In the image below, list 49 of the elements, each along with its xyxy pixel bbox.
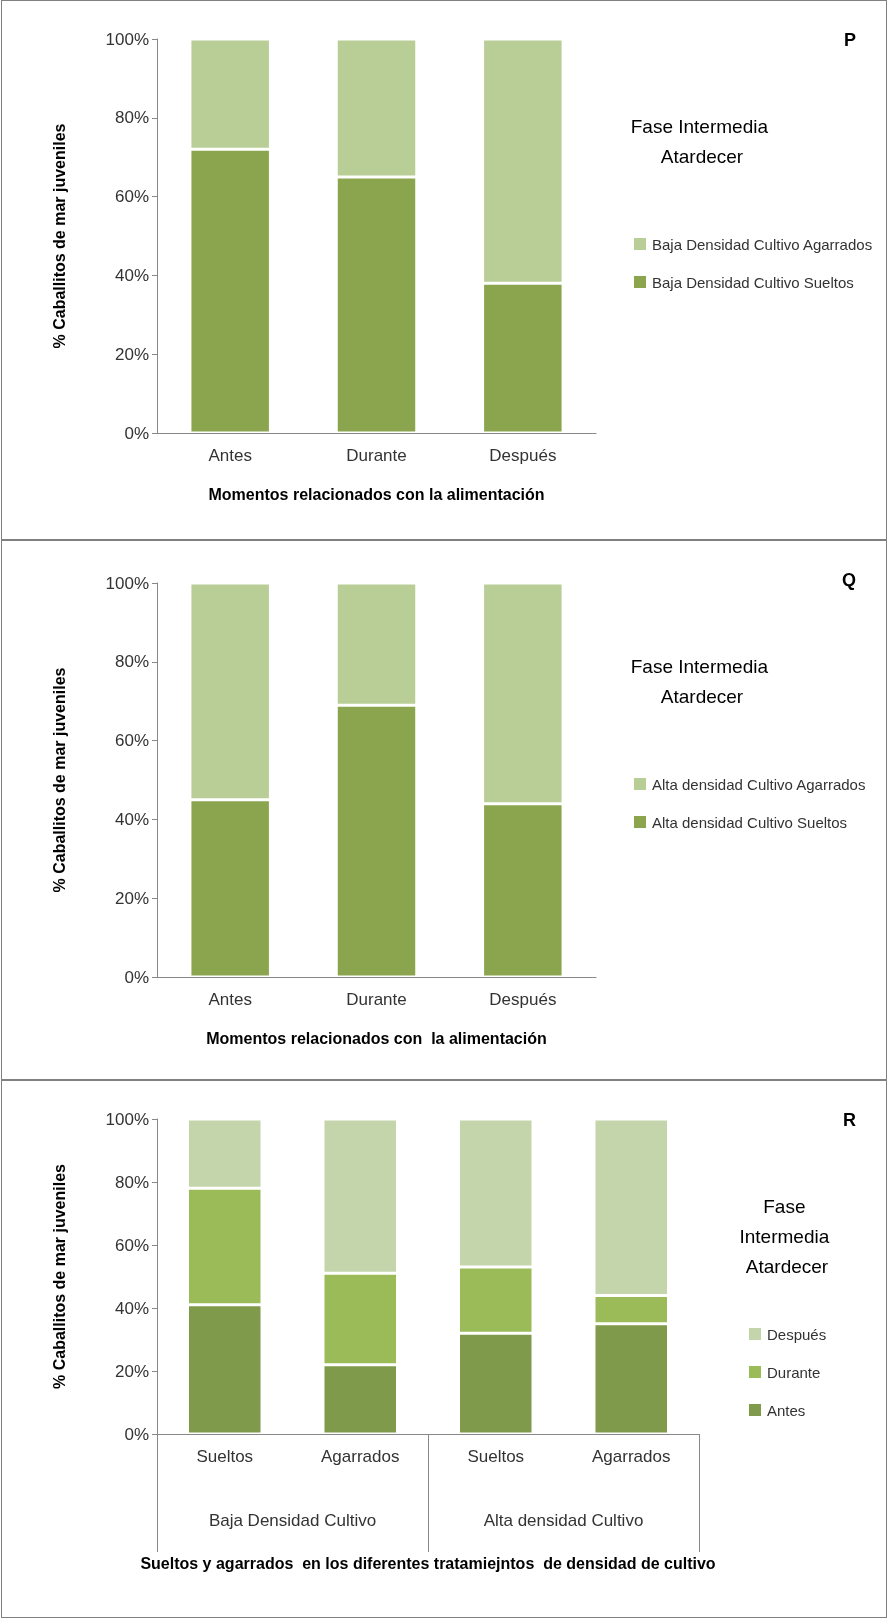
text: Alta densidad Cultivo — [483, 1511, 644, 1530]
legend-label: Después — [767, 1325, 827, 1343]
x-tick-label: Antes — [208, 446, 252, 465]
x-tick-label: Agarrados — [592, 1447, 671, 1466]
y-tick-label: 20% — [114, 344, 149, 364]
y-tick-label: 40% — [114, 1298, 149, 1318]
legend-label: Antes — [767, 1401, 806, 1419]
y-tick-label: 40% — [114, 809, 149, 829]
x-tick-label: Sueltos — [467, 1447, 525, 1466]
y-tick-label: 80% — [114, 108, 149, 128]
y-tick-label: 100% — [105, 573, 149, 593]
legend-label: Alta densidad Cultivo Sueltos — [652, 813, 848, 831]
y-tick-label: 60% — [114, 731, 149, 751]
y-tick-label: 100% — [105, 29, 149, 49]
x-tick-label: Antes — [208, 990, 252, 1009]
y-tick-label: 100% — [105, 1109, 149, 1129]
text: P — [843, 30, 857, 50]
x-tick-label: Sueltos — [196, 1447, 254, 1466]
y-tick-label: 60% — [114, 1235, 149, 1255]
legend-label: Alta densidad Cultivo Agarrados — [652, 775, 866, 793]
legend-title: Fase Intermedia Atardecer — [630, 655, 774, 707]
y-tick-label: 40% — [114, 265, 149, 285]
legend-title: Fase Intermedia Atardecer — [630, 115, 774, 167]
x-tick-label: Durante — [346, 990, 407, 1009]
y-tick-label: 0% — [124, 1424, 149, 1444]
y-tick-label: 20% — [114, 888, 149, 908]
x-axis-title: Momentos relacionados con la alimentación — [206, 1029, 547, 1047]
y-tick-label: 60% — [114, 187, 149, 207]
y-tick-label: 20% — [114, 1361, 149, 1381]
x-tick-label: Después — [489, 446, 557, 465]
y-axis-title: % Caballitos de mar juveniles — [50, 1163, 68, 1389]
y-axis-title: % Caballitos de mar juveniles — [50, 667, 68, 893]
legend-label: Baja Densidad Cultivo Agarrados — [652, 235, 873, 253]
x-axis-title: Sueltos y agarrados en los diferentes tratamiejntos de densidad de cultivo — [140, 1554, 716, 1572]
text: Q — [842, 570, 857, 590]
y-tick-label: 80% — [114, 652, 149, 672]
legend-label: Baja Densidad Cultivo Sueltos — [652, 273, 854, 291]
legend-label: Durante — [767, 1363, 821, 1381]
text: R — [843, 1110, 856, 1130]
y-tick-label: 0% — [124, 423, 149, 443]
x-axis-title: Momentos relacionados con la alimentación — [208, 485, 545, 503]
legend-title: Fase Intermedia Atardecer — [739, 1195, 835, 1277]
x-tick-label: Agarrados — [321, 1447, 400, 1466]
x-tick-label: Después — [489, 990, 557, 1009]
text: Baja Densidad Cultivo — [208, 1511, 377, 1530]
y-tick-label: 80% — [114, 1172, 149, 1192]
y-tick-label: 0% — [124, 967, 149, 987]
y-axis-title: % Caballitos de mar juveniles — [50, 123, 68, 349]
x-tick-label: Durante — [346, 446, 407, 465]
